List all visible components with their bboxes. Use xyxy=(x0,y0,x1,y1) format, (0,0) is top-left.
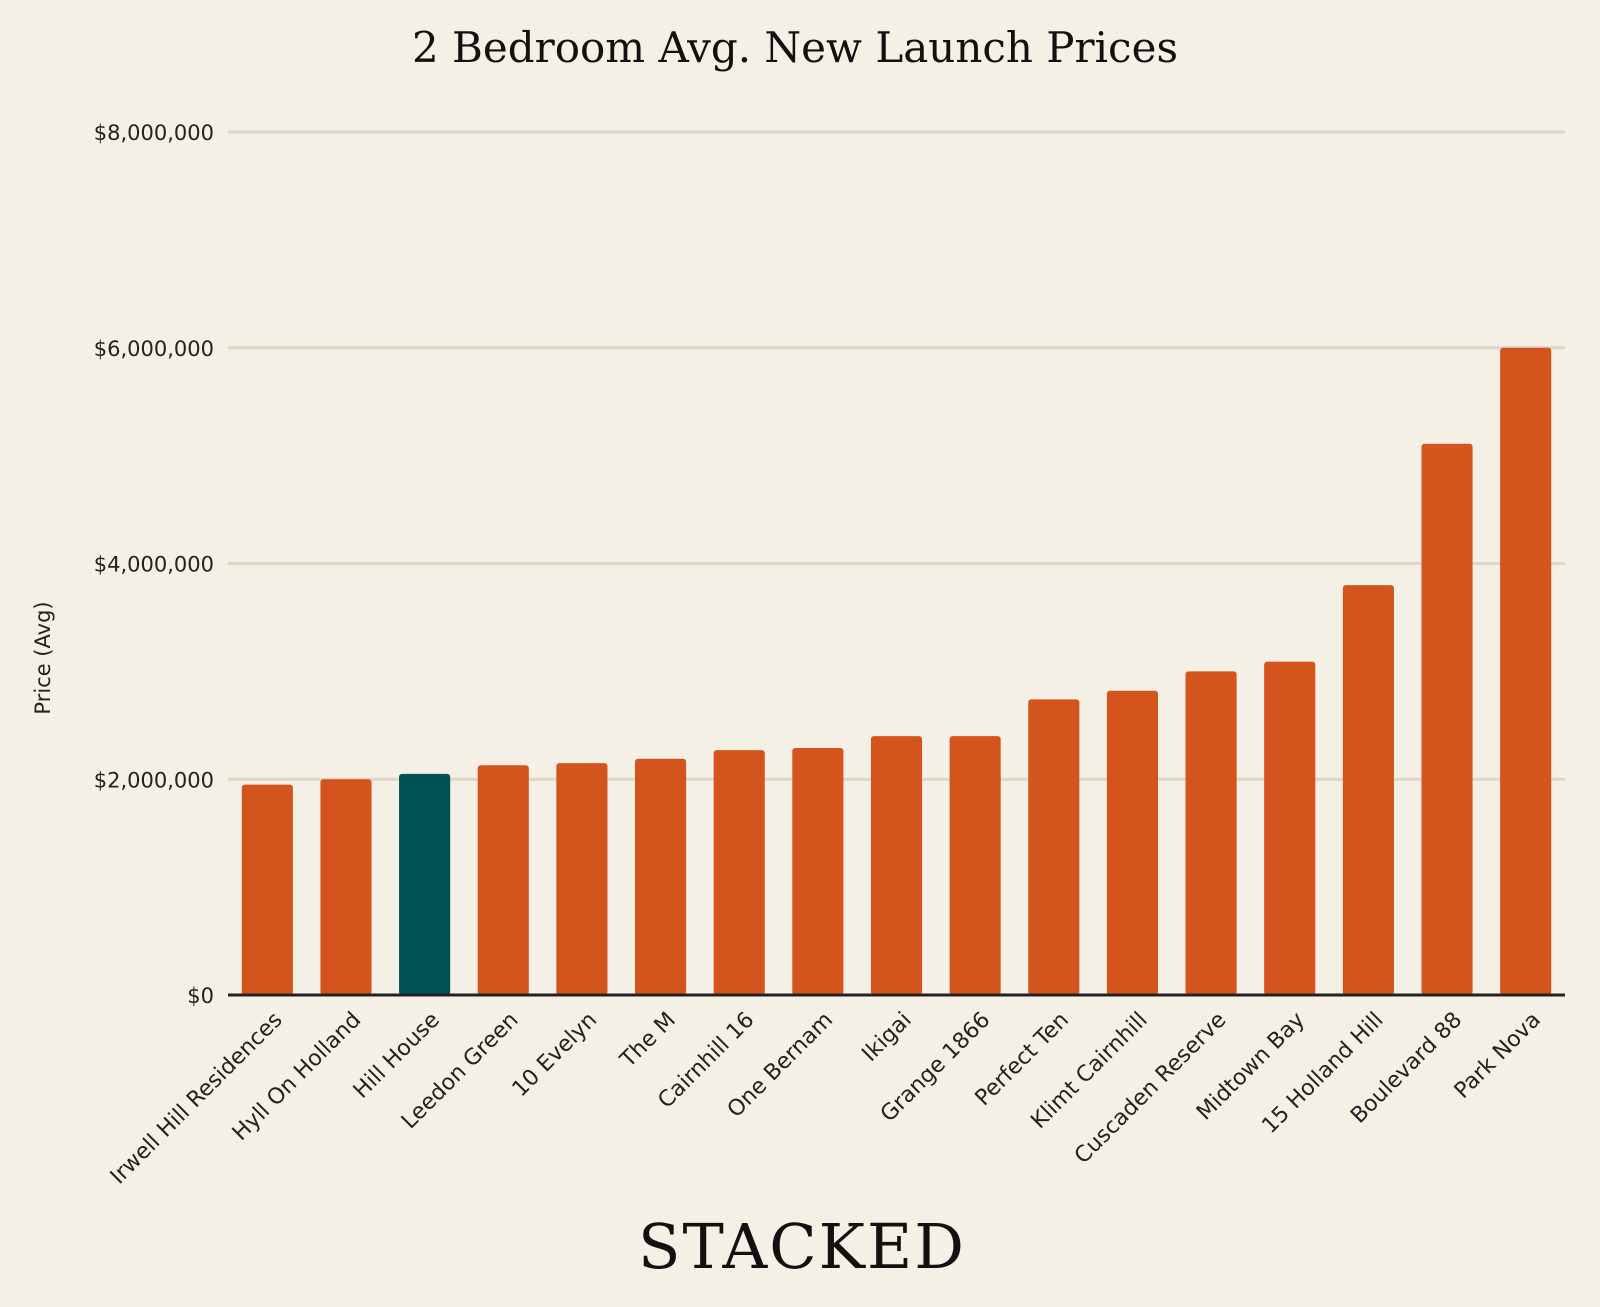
bar xyxy=(1028,699,1080,995)
bar xyxy=(792,747,844,995)
bar xyxy=(1342,585,1394,995)
y-axis-label: Price (Avg) xyxy=(31,601,55,714)
bar xyxy=(870,736,923,995)
y-tick-label: $4,000,000 xyxy=(94,553,214,577)
x-tick-label: Ikigai xyxy=(857,1008,916,1067)
y-axis-ticks: $0 $2,000,000 $4,000,000 $6,000,000 $8,000,0… xyxy=(94,121,214,1008)
x-tick-label: 10 Evelyn xyxy=(508,1008,602,1102)
bar xyxy=(713,750,765,995)
brand-logo: STACKED xyxy=(638,1210,966,1283)
x-tick-label: Park Nova xyxy=(1450,1008,1546,1104)
chart-title: 2 Bedroom Avg. New Launch Prices xyxy=(412,23,1178,72)
bar xyxy=(1264,661,1316,995)
bars xyxy=(241,347,1552,995)
bar xyxy=(399,773,451,995)
bar xyxy=(477,765,529,995)
bar xyxy=(1421,443,1473,995)
x-tick-label: The M xyxy=(615,1008,681,1074)
bar xyxy=(949,736,1001,995)
y-tick-label: $0 xyxy=(187,984,214,1008)
y-tick-label: $6,000,000 xyxy=(94,337,214,361)
bar xyxy=(1500,347,1552,995)
y-tick-label: $2,000,000 xyxy=(94,768,214,792)
bar xyxy=(556,763,608,995)
x-tick-label: Cuscaden Reserve xyxy=(1070,1008,1231,1169)
bar xyxy=(320,779,372,995)
bar xyxy=(1106,690,1159,995)
bar xyxy=(241,784,293,995)
bar xyxy=(1185,671,1237,995)
y-tick-label: $8,000,000 xyxy=(94,121,214,145)
bar xyxy=(634,758,687,995)
